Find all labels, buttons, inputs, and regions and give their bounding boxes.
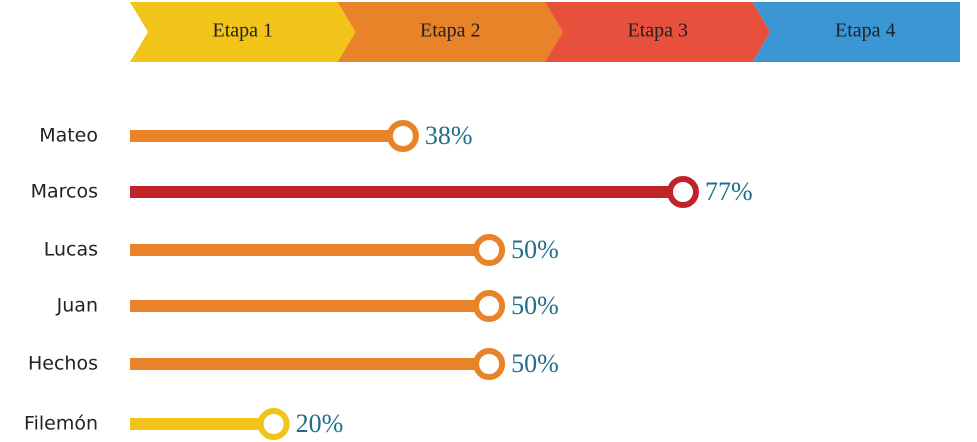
value-label: 50% (511, 235, 559, 264)
value-label: 50% (511, 349, 559, 378)
bar (130, 186, 683, 198)
category-label: Juan (56, 295, 98, 317)
value-label: 50% (511, 291, 559, 320)
category-label: Marcos (31, 181, 98, 203)
stage-label: Etapa 4 (835, 20, 896, 42)
bar (130, 130, 403, 142)
bar-end-marker (473, 290, 506, 322)
category-label: Hechos (28, 353, 98, 375)
bar (130, 244, 490, 256)
bar-end-marker (473, 234, 506, 266)
value-label: 20% (296, 409, 344, 438)
stage-chevron (545, 2, 771, 62)
bar-end-marker (667, 176, 699, 208)
bar (130, 418, 274, 430)
stage-chevron (752, 2, 960, 62)
stage-chevron (337, 2, 563, 62)
category-label: Filemón (24, 413, 98, 435)
bar (130, 300, 490, 312)
stage-chevron (130, 2, 356, 62)
bar (130, 358, 490, 370)
stage-label: Etapa 2 (420, 20, 481, 42)
bar-end-marker (257, 408, 290, 440)
stage-label: Etapa 1 (212, 20, 273, 42)
value-label: 77% (705, 177, 753, 206)
category-label: Mateo (39, 125, 98, 147)
stage-label: Etapa 3 (627, 20, 688, 42)
bar-end-marker (473, 348, 506, 380)
value-label: 38% (425, 121, 473, 150)
category-label: Lucas (44, 239, 98, 261)
bar-end-marker (386, 120, 419, 152)
